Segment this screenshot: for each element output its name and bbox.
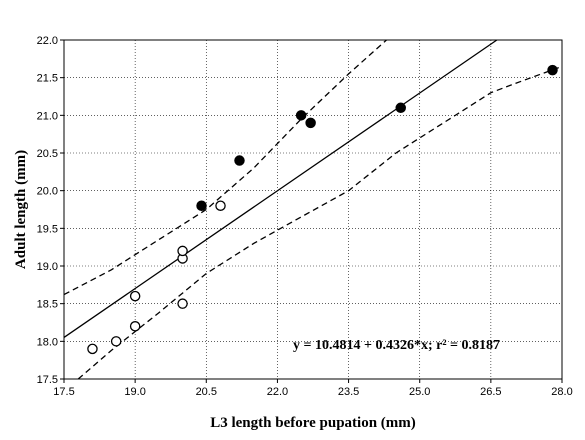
y-tick-label: 18.0	[37, 336, 58, 348]
filled-data-point	[305, 117, 316, 129]
open-data-point	[87, 343, 98, 355]
filled-data-point	[395, 102, 406, 114]
plot-frame	[63, 39, 563, 380]
regression-equation: y = 10.4814 + 0.4326*x; r² = 0.8187	[293, 338, 500, 353]
x-tick-label: 19.0	[124, 386, 145, 398]
regression-line	[63, 39, 498, 338]
y-tick-label: 22.0	[37, 35, 58, 47]
lower-confidence-band	[77, 65, 563, 380]
x-tick-label: 25.0	[409, 386, 430, 398]
filled-data-point	[295, 110, 307, 121]
y-tick-label: 17.5	[37, 374, 58, 386]
filled-data-point	[234, 155, 245, 166]
y-tick-label: 19.0	[37, 261, 58, 273]
x-axis-title: L3 length before pupation (mm)	[210, 415, 416, 431]
y-tick-label: 21.0	[37, 110, 58, 122]
axis-ticks: 17.5 19.0 20.5 22.0 23.5 25.0 26.5 28.0 17.5 18.0…	[37, 35, 573, 398]
regression-line-group	[63, 39, 498, 338]
filled-data-point	[547, 64, 558, 76]
x-tick-label: 23.5	[338, 386, 359, 398]
open-data-point	[177, 298, 188, 309]
open-data-point	[215, 200, 226, 211]
y-tick-label: 20.0	[37, 186, 58, 198]
y-tick-label: 18.5	[37, 299, 58, 311]
upper-confidence-band	[63, 39, 387, 296]
x-tick-label: 28.0	[551, 386, 572, 398]
y-axis-title: Adult length (mm)	[13, 150, 29, 269]
x-tick-label: 26.5	[480, 386, 501, 398]
x-tick-label: 20.5	[196, 386, 217, 398]
y-tick-label: 19.5	[37, 223, 58, 235]
open-data-point	[177, 245, 188, 257]
y-tick-label: 21.5	[37, 73, 58, 85]
data-points	[87, 64, 558, 355]
open-data-point	[110, 336, 122, 347]
confidence-bands	[63, 39, 563, 380]
x-tick-label: 22.0	[267, 386, 288, 398]
x-tick-label: 17.5	[53, 386, 74, 398]
filled-data-point	[196, 200, 207, 211]
y-tick-label: 20.5	[37, 148, 58, 160]
open-data-point	[129, 290, 141, 302]
open-data-point	[129, 321, 141, 332]
